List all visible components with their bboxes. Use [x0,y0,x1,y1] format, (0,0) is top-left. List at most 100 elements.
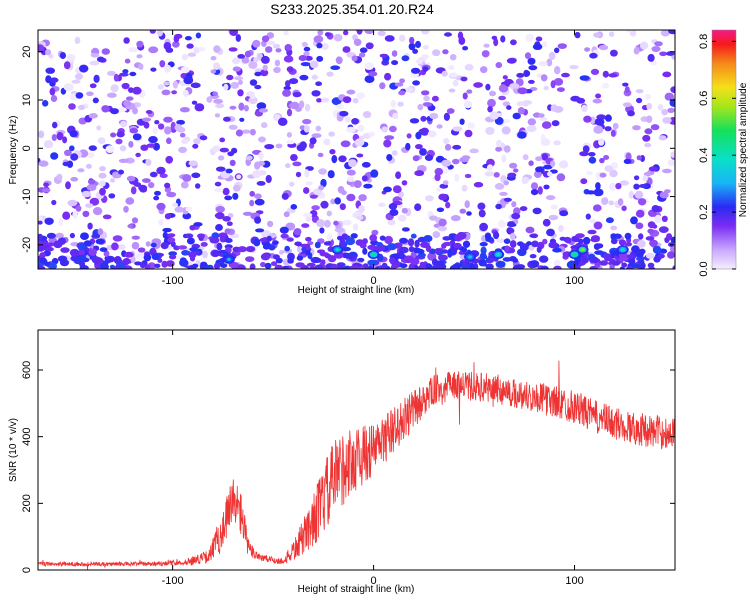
spectrogram-cell [239,117,245,122]
spectrogram-cell [361,175,368,182]
spectrogram-cell [342,96,352,104]
spectrogram-cell [608,200,614,206]
spectrogram-cell [423,235,433,242]
figure-title: S233.2025.354.01.20.R24 [270,1,434,17]
spectrogram-cell [461,184,468,192]
spectrogram-cell [183,89,189,97]
spectrogram-cell [252,39,261,48]
spectrogram-cell [484,171,495,177]
spectrogram-cell [116,244,126,250]
spectrogram-cell [125,96,134,101]
spectrogram-cell [180,181,189,189]
spectrogram-cell [129,71,137,77]
spectrogram-cell [45,247,54,252]
spectrogram-cell [215,166,226,172]
spectrogram-cell [317,152,324,158]
spectrogram-cell [320,200,329,209]
spectrogram-cell [525,33,534,42]
spectrogram-cell [449,54,457,61]
spectrogram-cell [156,166,166,175]
spectrogram-cell [189,247,199,252]
spectrogram-cell [631,263,641,269]
spectrogram-cell [603,253,612,260]
spectrogram-cell [347,176,355,183]
spectrogram-cell [580,178,588,185]
spectrogram-cell [434,248,441,255]
spectrogram-cell [549,169,558,174]
spectrogram-cell [556,87,565,92]
spectrogram-cell [399,34,406,42]
spectrogram-cell [232,57,241,65]
spectrogram-cell [513,168,519,173]
spectrogram-cell [434,167,444,176]
spectrogram-cell [190,82,201,89]
spectrogram-cell [77,104,85,110]
spectrogram-cell [70,255,79,262]
spectrogram-cell [533,170,542,178]
spectrogram-cell [131,241,140,250]
spectrogram-cell [647,53,655,62]
spectrogram-cell [124,58,131,64]
spectrogram-cell [326,233,333,242]
spectrogram-cell [432,265,439,269]
spectrogram-cell [587,229,597,235]
colorbar-label: Normalized spectral amplitude [738,82,749,217]
spectrogram-cell [438,218,447,227]
spectrogram-cell [267,220,274,228]
spectrogram-cell [603,155,610,160]
spectrogram-cell [479,242,488,247]
spectrogram-cell [209,237,220,244]
spectrogram-cell [414,203,422,211]
spectrogram-cell [466,211,472,216]
spectrogram-cell [621,262,628,268]
spectrogram-cell [49,87,56,96]
spectrogram-cell [389,125,397,133]
spectrogram-cell [262,64,268,71]
spectrogram-cell [509,232,516,240]
spectrogram-cell [82,210,90,218]
spectrogram-cell [546,228,555,237]
spectrogram-cell [214,187,224,193]
spectrogram-cell [541,41,548,48]
spectrogram-cell [464,129,473,138]
spectrogram-cell [270,261,278,267]
spectrogram-cell [62,211,71,220]
spectrogram-cell [334,197,342,205]
spectrogram-cell [343,30,349,36]
spectrogram-cell [93,74,100,83]
spectrogram-cell [635,222,644,230]
spectrogram-cell [253,238,261,247]
spectrogram-cell [279,249,284,255]
spectrogram-cell [508,162,518,169]
spectrogram-cell [149,171,158,178]
spectrogram-cell [552,247,562,253]
spectrogram-cell [179,132,186,138]
spectrogram-cell [237,89,244,97]
spectrogram-cell [368,264,374,269]
spectrogram-cell [137,247,146,253]
spectrogram-cell [658,135,667,141]
spectrogram-cell [283,55,294,63]
spectrogram-cell [582,145,590,153]
spectrogram-cell [171,90,178,95]
spectrogram-cell [408,42,416,51]
spectrogram-cell [503,238,511,244]
spectrogram-cell [223,83,229,91]
spectrogram-cell [363,183,373,189]
spectrogram-cell [145,110,153,114]
spectrogram-cell [510,39,517,46]
spectrogram-cell [507,221,515,227]
spectrogram-cell [421,54,430,59]
colorbar-tick-label: 0.2 [698,204,710,219]
spectrogram-cell [210,69,217,74]
spectrogram-cell [154,263,161,268]
spectrogram-cell [83,240,92,247]
spectrogram-cell [410,233,417,239]
spectrogram-cell [181,53,189,61]
spectrogram-cell [535,166,543,173]
spectrogram-cell [159,60,166,68]
spectrogram-cell [159,173,168,179]
spectrogram-cell [75,73,83,80]
spectrogram-cell [461,261,468,267]
